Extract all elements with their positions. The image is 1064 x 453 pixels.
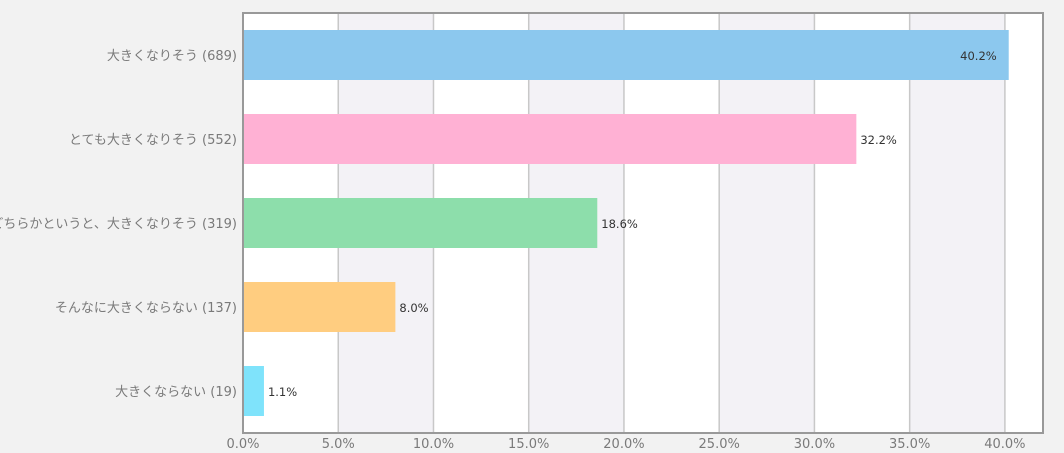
category-labels: 大きくなりそう (689) とても大きくなりそう (552) どちらかというと、大き…: [0, 49, 237, 400]
x-tick-label: 20.0%: [603, 437, 644, 452]
category-label: どちらかというと、大きくなりそう (319): [0, 217, 237, 232]
category-label: とても大きくなりそう (552): [69, 133, 237, 148]
bar: [243, 30, 1009, 80]
plot-band: [719, 13, 815, 433]
value-label: 8.0%: [399, 301, 428, 315]
x-tick-label: 15.0%: [508, 437, 549, 452]
bar: [243, 282, 396, 332]
value-label: 32.2%: [860, 133, 897, 147]
x-tick-label: 30.0%: [794, 437, 835, 452]
x-tick-label: 35.0%: [889, 437, 930, 452]
value-labels: 40.2% 32.2% 18.6% 8.0% 1.1%: [268, 49, 997, 399]
bar: [243, 114, 857, 164]
value-label: 18.6%: [601, 217, 638, 231]
bars: [243, 30, 1009, 416]
x-tick-label: 10.0%: [413, 437, 454, 452]
x-tick-label: 5.0%: [322, 437, 355, 452]
value-label: 1.1%: [268, 385, 297, 399]
category-label: 大きくなりそう (689): [107, 49, 237, 64]
x-tick-label: 25.0%: [699, 437, 740, 452]
plot-frame: [242, 12, 1044, 434]
x-tick-label: 40.0%: [984, 437, 1025, 452]
x-tick-label: 0.0%: [226, 437, 259, 452]
category-label: そんなに大きくならない (137): [55, 301, 237, 316]
value-label: 40.2%: [960, 49, 997, 63]
category-label: 大きくならない (19): [115, 385, 237, 400]
plot-band: [909, 13, 1005, 433]
bar: [243, 198, 598, 248]
bar: [243, 366, 264, 416]
x-axis-tick-labels: 0.0% 5.0% 10.0% 15.0% 20.0% 25.0% 30.0% 35.0% 40…: [226, 437, 1025, 452]
